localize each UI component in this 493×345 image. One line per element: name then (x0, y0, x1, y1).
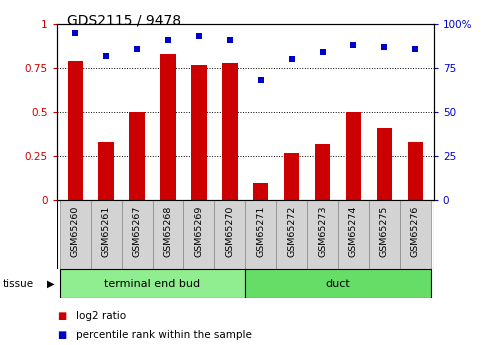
Text: terminal end bud: terminal end bud (105, 279, 201, 289)
Bar (400, 200, 431, 269)
Text: GDS2115 / 9478: GDS2115 / 9478 (67, 14, 180, 28)
Text: GSM65271: GSM65271 (256, 206, 265, 257)
Bar (377, 128, 392, 200)
Bar (68, 61, 83, 200)
Point (350, 42, 357, 48)
Bar (315, 144, 330, 200)
Bar (284, 152, 299, 200)
Point (164, 37, 172, 43)
Text: ▶: ▶ (47, 279, 54, 289)
Text: GSM65269: GSM65269 (194, 206, 204, 257)
Bar (122, 200, 152, 269)
Text: log2 ratio: log2 ratio (76, 311, 127, 321)
Point (133, 46, 141, 51)
Point (288, 57, 296, 62)
Point (195, 34, 203, 39)
Bar (152, 200, 183, 269)
Point (102, 53, 110, 59)
Text: GSM65272: GSM65272 (287, 206, 296, 257)
Point (381, 44, 388, 50)
Text: GSM65275: GSM65275 (380, 206, 389, 257)
Bar (60, 269, 246, 298)
Point (318, 50, 326, 55)
Bar (245, 269, 431, 298)
Bar (346, 112, 361, 200)
Bar (91, 200, 122, 269)
Point (411, 46, 419, 51)
Text: ■: ■ (57, 311, 66, 321)
Text: GSM65276: GSM65276 (411, 206, 420, 257)
Bar (408, 142, 423, 200)
Bar (276, 200, 307, 269)
Bar (338, 200, 369, 269)
Text: GSM65270: GSM65270 (225, 206, 234, 257)
Bar (160, 54, 176, 200)
Text: ■: ■ (57, 331, 66, 340)
Bar (245, 200, 276, 269)
Text: GSM65274: GSM65274 (349, 206, 358, 257)
Point (257, 78, 265, 83)
Bar (307, 200, 338, 269)
Bar (253, 183, 269, 200)
Text: GSM65260: GSM65260 (70, 206, 80, 257)
Bar (183, 200, 214, 269)
Text: GSM65267: GSM65267 (133, 206, 141, 257)
Text: GSM65261: GSM65261 (102, 206, 110, 257)
Bar (129, 112, 145, 200)
Bar (191, 65, 207, 200)
Bar (222, 63, 238, 200)
Text: GSM65273: GSM65273 (318, 206, 327, 257)
Text: duct: duct (326, 279, 351, 289)
Text: percentile rank within the sample: percentile rank within the sample (76, 331, 252, 340)
Point (226, 37, 234, 43)
Bar (214, 200, 245, 269)
Bar (60, 200, 91, 269)
Text: GSM65268: GSM65268 (164, 206, 173, 257)
Text: tissue: tissue (2, 279, 34, 289)
Point (71, 30, 79, 36)
Bar (99, 142, 114, 200)
Bar (369, 200, 400, 269)
